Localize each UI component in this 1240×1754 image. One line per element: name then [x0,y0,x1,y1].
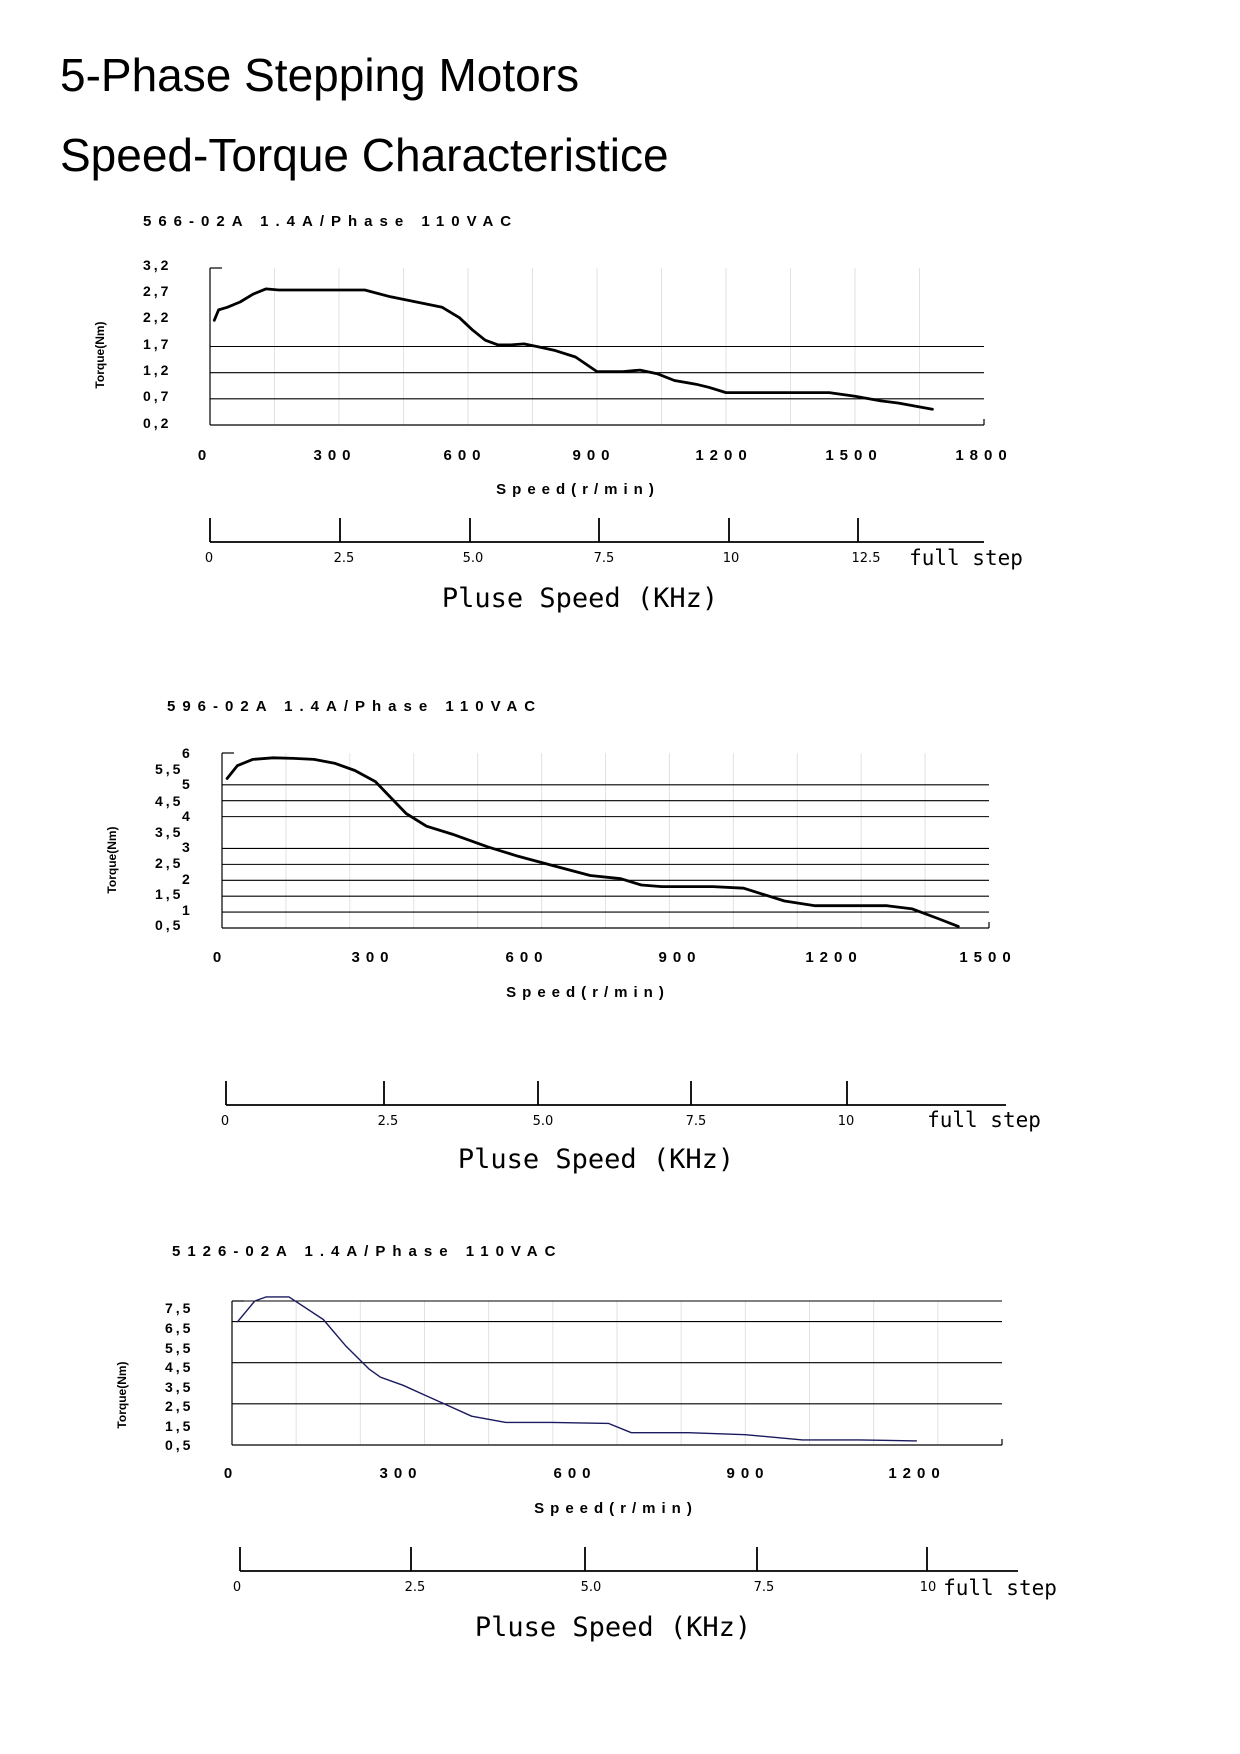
x-tick-label: 300 [379,1465,422,1482]
x-tick-label: 1200 [695,447,752,464]
x-tick-label: 1500 [825,447,882,464]
x-tick-label: 600 [505,949,548,966]
y-tick-label: 1,5 [165,1418,193,1434]
pulse-tick-label: 7.5 [594,551,615,566]
x-tick-label: 1200 [805,949,862,966]
pulse-tick-label: 2.5 [378,1114,399,1129]
x-tick-label: 0 [213,949,227,966]
y-tick-label-secondary: 1 [182,902,193,918]
pulse-tick-label: 10 [920,1580,937,1595]
x-tick-label: 1200 [888,1465,945,1482]
pulse-axis-title: Pluse Speed (KHz) [458,1144,734,1175]
chart-header: 5126-02A 1.4A/Phase 110VAC [172,1243,562,1260]
pulse-axis-title: Pluse Speed (KHz) [442,583,718,614]
y-tick-label: 7,5 [165,1300,193,1316]
y-tick-label: 2,5 [155,855,183,871]
y-tick-label: 5,5 [165,1340,193,1356]
x-tick-label: 900 [572,447,615,464]
x-tick-label: 1500 [959,949,1016,966]
y-tick-label: 3,5 [155,824,183,840]
x-tick-label: 900 [726,1465,769,1482]
pulse-tick-label: 7.5 [754,1580,775,1595]
x-tick-label: 300 [313,447,356,464]
y-tick-label: 1,2 [143,362,171,378]
pulse-axis-end-label: full step [927,1108,1041,1132]
y-tick-label: 1,7 [143,336,171,352]
pulse-axis-end-label: full step [909,546,1023,570]
pulse-tick-label: 5.0 [463,551,484,566]
x-tick-label: 1800 [955,447,1012,464]
pulse-tick-label: 10 [838,1114,855,1129]
y-tick-label-secondary: 6 [182,745,193,761]
y-tick-label: 2,7 [143,283,171,299]
x-tick-label: 600 [553,1465,596,1482]
pulse-tick-label: 0 [205,551,213,566]
x-tick-label: 900 [658,949,701,966]
x-axis-label: Speed(r/min) [534,1500,698,1517]
pulse-axis-end-label: full step [943,1576,1057,1600]
torque-curve [225,756,960,928]
y-tick-label: 0,2 [143,415,171,431]
pulse-tick-label: 10 [723,551,740,566]
y-tick-label-secondary: 2 [182,871,193,887]
y-tick-label-secondary: 5 [182,776,193,792]
pulse-tick-label: 0 [221,1114,229,1129]
pulse-tick-label: 7.5 [686,1114,707,1129]
y-tick-label: 5,5 [155,761,183,777]
y-tick-label-secondary: 3 [182,839,193,855]
pulse-tick-label: 12.5 [852,551,881,566]
x-axis-label: Speed(r/min) [496,481,660,498]
x-axis-label: Speed(r/min) [506,984,670,1001]
page-subtitle: Speed-Torque Characteristice [60,129,669,181]
pulse-tick-label: 2.5 [334,551,355,566]
pulse-tick-label: 0 [233,1580,241,1595]
y-tick-label: 2,2 [143,309,171,325]
chart-header: 596-02A 1.4A/Phase 110VAC [167,698,542,715]
pulse-tick-label: 2.5 [405,1580,426,1595]
y-tick-label: 0,7 [143,388,171,404]
y-tick-label: 1,5 [155,886,183,902]
y-tick-label: 3,5 [165,1379,193,1395]
x-tick-label: 300 [351,949,394,966]
y-axis-label: Torque(Nm) [105,826,119,893]
pulse-tick-label: 5.0 [533,1114,554,1129]
y-tick-label-secondary: 4 [182,808,193,824]
x-tick-label: 600 [443,447,486,464]
y-tick-label: 2,5 [165,1398,193,1414]
y-axis-label: Torque(Nm) [93,321,107,388]
pulse-axis-title: Pluse Speed (KHz) [475,1612,751,1643]
y-tick-label: 0,5 [155,917,183,933]
y-tick-label: 3,2 [143,257,171,273]
y-axis-label: Torque(Nm) [115,1361,129,1428]
chart-header: 566-02A 1.4A/Phase 110VAC [143,213,518,230]
page-title: 5-Phase Stepping Motors [60,49,580,101]
y-tick-label: 4,5 [165,1359,193,1375]
x-tick-label: 0 [198,447,212,464]
y-tick-label: 6,5 [165,1320,193,1336]
y-tick-label: 4,5 [155,793,183,809]
pulse-tick-label: 5.0 [581,1580,602,1595]
torque-curve [236,1296,918,1442]
x-tick-label: 0 [224,1465,238,1482]
y-tick-label: 0,5 [165,1437,193,1453]
torque-curve [212,287,934,411]
